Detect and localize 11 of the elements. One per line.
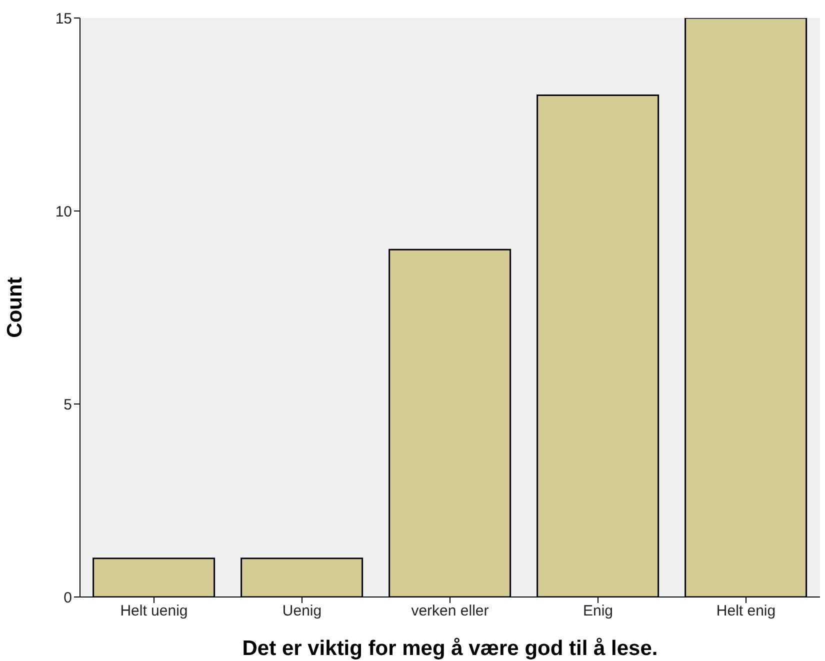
x-tick-label: Uenig bbox=[282, 602, 322, 620]
x-tick-label: Helt enig bbox=[716, 602, 776, 620]
x-tick-label: Helt uenig bbox=[120, 602, 188, 620]
y-tick-label: 0 bbox=[64, 589, 72, 606]
y-tick-label: 5 bbox=[64, 396, 72, 414]
x-tick-label: Enig bbox=[582, 602, 614, 620]
x-tick-label: verken eller bbox=[411, 602, 489, 620]
y-tick-label: 15 bbox=[55, 10, 72, 28]
y-tick-label: 10 bbox=[55, 203, 72, 220]
y-axis-title: Count bbox=[3, 277, 26, 338]
x-axis-title: Det er viktig for meg å være god til å lese. bbox=[242, 637, 658, 660]
